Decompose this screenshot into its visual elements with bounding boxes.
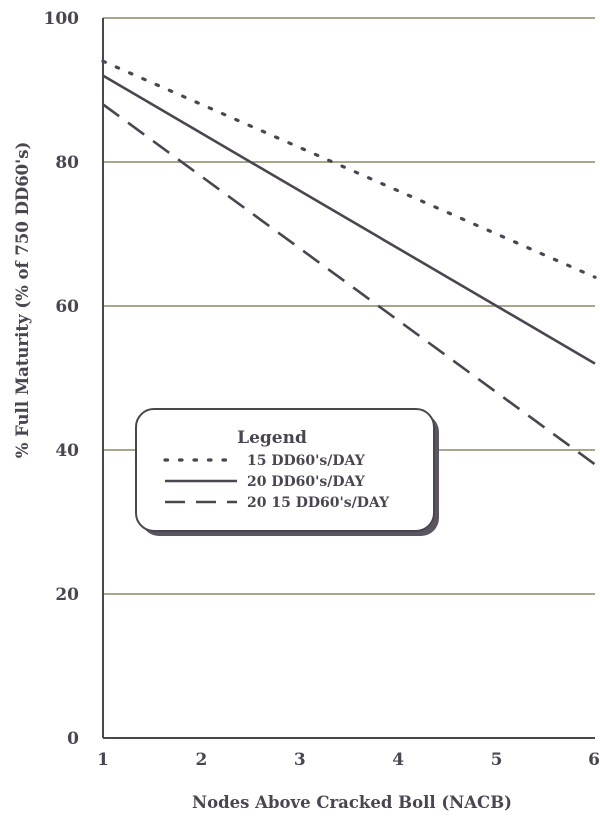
- legend: Legend 15 DD60's/DAY 20 DD60's/DAY 20 15 D…: [135, 408, 439, 536]
- y-tick-label-20: 20: [55, 585, 79, 605]
- legend-items: 15 DD60's/DAY 20 DD60's/DAY 20 15 DD60's/D…: [163, 453, 390, 511]
- legend-label-dashed: 20 15 DD60's/DAY: [247, 495, 390, 511]
- series-line-dotted: [101, 59, 597, 279]
- x-tick-label-2: 2: [195, 750, 207, 770]
- y-tick-label-40: 40: [55, 441, 79, 461]
- series-lines: [101, 59, 597, 466]
- y-tick-label-60: 60: [55, 297, 79, 317]
- legend-title: Legend: [237, 428, 307, 448]
- series-line-dashed: [102, 103, 596, 466]
- y-tick-label-0: 0: [67, 729, 79, 749]
- axes: [102, 18, 595, 739]
- x-axis-title: Nodes Above Cracked Boll (NACB): [192, 793, 512, 812]
- x-tick-label-5: 5: [491, 750, 503, 770]
- x-tick-labels: 1 2 3 4 5 6: [97, 750, 600, 770]
- x-tick-label-4: 4: [392, 750, 404, 770]
- legend-label-dotted: 15 DD60's/DAY: [247, 453, 366, 469]
- legend-label-solid: 20 DD60's/DAY: [247, 474, 366, 490]
- y-axis-title: % Full Maturity (% of 750 DD60's): [13, 142, 32, 459]
- y-tick-labels: 0 20 40 60 80 100: [44, 9, 80, 749]
- y-tick-label-80: 80: [55, 153, 79, 173]
- x-tick-label-6: 6: [588, 750, 600, 770]
- legend-box: [135, 408, 435, 532]
- x-tick-label-1: 1: [97, 750, 109, 770]
- x-tick-label-3: 3: [294, 750, 306, 770]
- y-tick-label-100: 100: [44, 9, 80, 29]
- series-line-solid: [102, 74, 596, 365]
